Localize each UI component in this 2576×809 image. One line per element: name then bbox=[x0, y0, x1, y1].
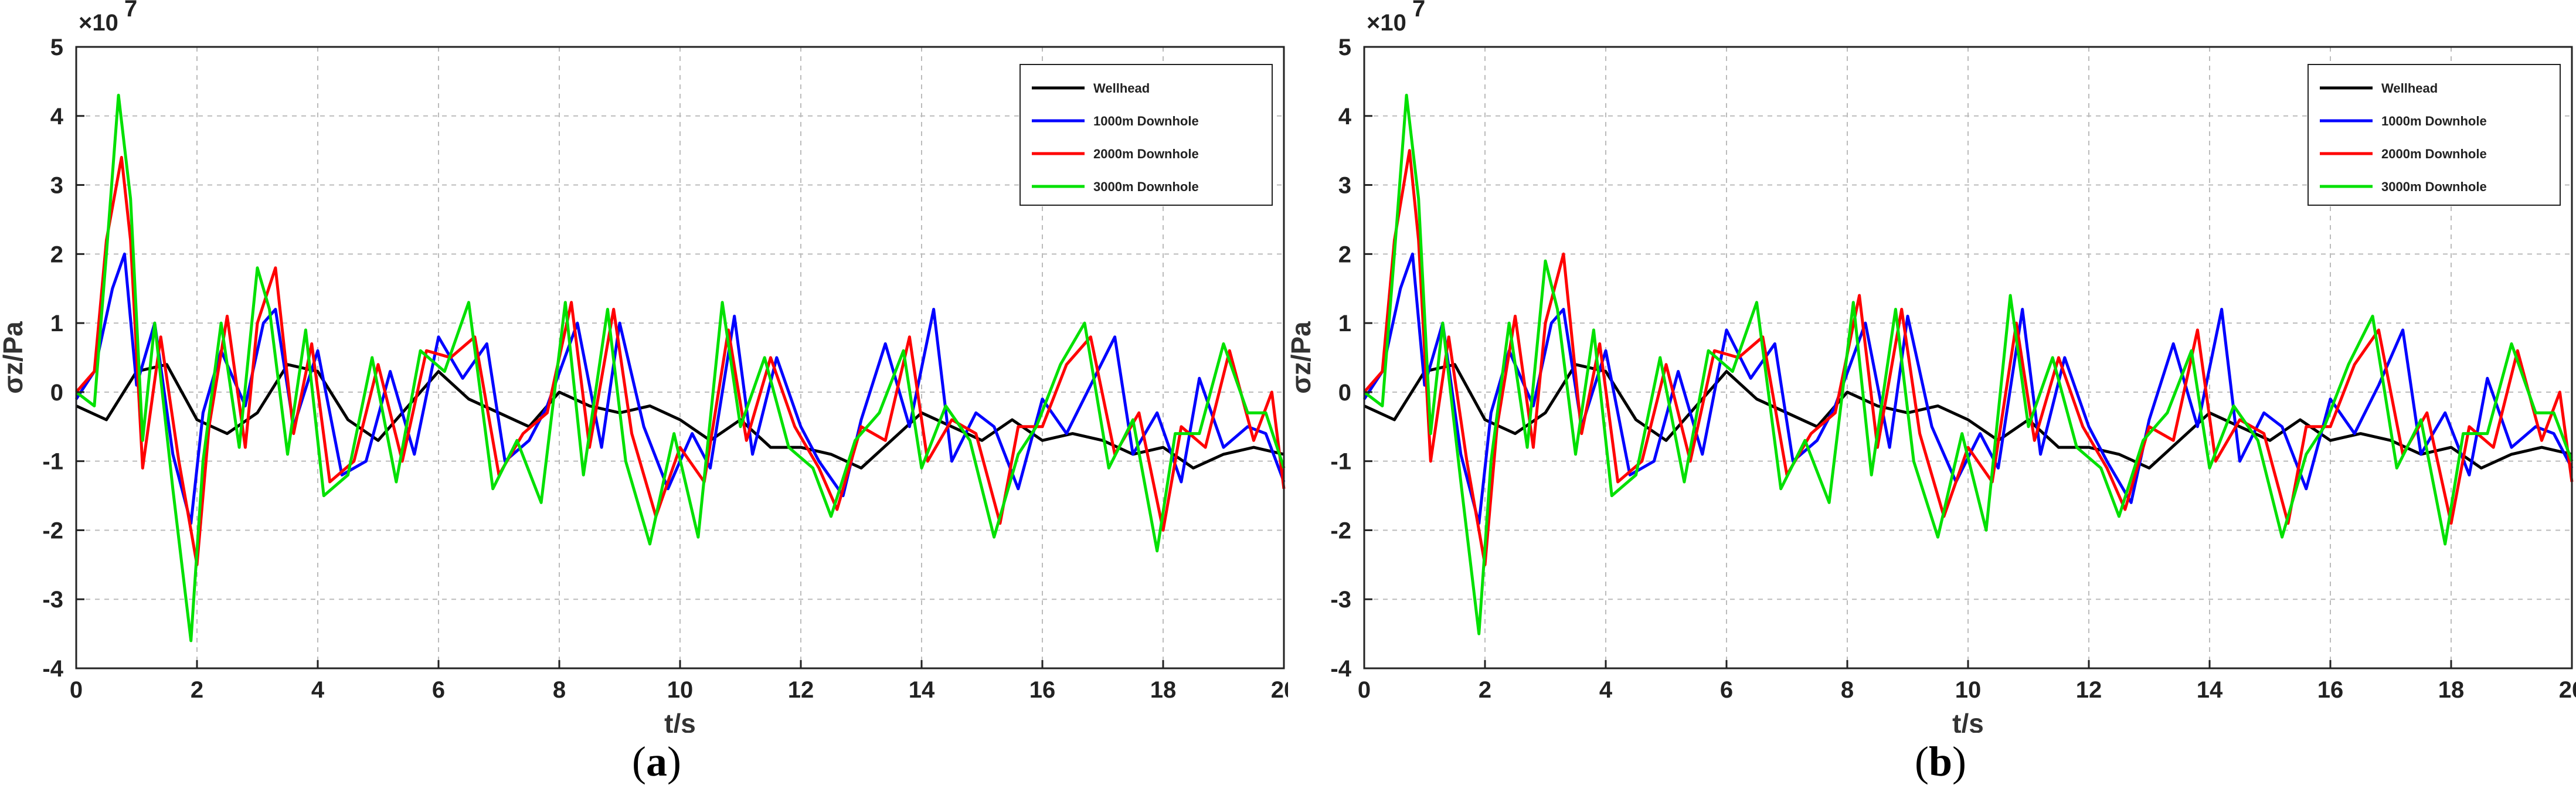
panel-label-a: a bbox=[646, 738, 667, 785]
chart-group: 02468101214161820-4-3-2-1012345×107t/sσz… bbox=[0, 0, 1288, 733]
chart-group: 02468101214161820-4-3-2-1012345×107t/sσz… bbox=[1288, 0, 2576, 733]
y-tick-label: -4 bbox=[1330, 656, 1351, 682]
legend: Wellhead 1000m Downhole 2000m Downhole 3000… bbox=[1019, 64, 1273, 206]
y-tick-label: 2 bbox=[1338, 242, 1351, 267]
y-axis-label: σz/Pa bbox=[0, 321, 28, 394]
legend-entry: 3000m Downhole bbox=[2381, 179, 2487, 194]
series-line-2000m-downhole bbox=[75, 155, 1286, 566]
y-tick-label: 3 bbox=[50, 173, 63, 199]
x-tick-label: 2 bbox=[191, 677, 203, 703]
y-tick-label: 3 bbox=[1338, 173, 1351, 199]
x-tick-label: 4 bbox=[311, 677, 325, 703]
y-tick-label: 2 bbox=[50, 242, 63, 267]
y-tick-label: -3 bbox=[42, 587, 63, 613]
y-exponent: 7 bbox=[1412, 0, 1425, 22]
y-tick-label: -2 bbox=[42, 518, 63, 543]
y-tick-label: 1 bbox=[50, 311, 63, 336]
x-tick-label: 10 bbox=[1955, 677, 1982, 703]
panel-caption-b: (b) bbox=[1914, 738, 1966, 785]
series-line-3000m-downhole bbox=[75, 93, 1286, 643]
y-multiplier: ×10 bbox=[79, 10, 118, 36]
x-tick-label: 16 bbox=[1029, 677, 1056, 703]
legend-entry: Wellhead bbox=[2381, 81, 2438, 96]
x-tick-label: 4 bbox=[1599, 677, 1613, 703]
x-tick-label: 0 bbox=[1358, 677, 1371, 703]
y-tick-label: 5 bbox=[50, 35, 63, 60]
x-tick-label: 20 bbox=[1271, 677, 1288, 703]
chart-svg-a: 02468101214161820-4-3-2-1012345×107t/sσz… bbox=[0, 0, 1288, 733]
y-tick-label: -4 bbox=[42, 656, 63, 682]
series-line-1000m-downhole bbox=[1362, 252, 2574, 525]
y-tick-label: -1 bbox=[42, 449, 63, 475]
x-tick-label: 18 bbox=[2438, 677, 2465, 703]
legend-entry: 1000m Downhole bbox=[1093, 114, 1199, 128]
y-tick-label: -2 bbox=[1330, 518, 1351, 543]
y-tick-label: 0 bbox=[1338, 380, 1351, 406]
y-multiplier: ×10 bbox=[1367, 10, 1406, 36]
x-tick-label: 18 bbox=[1150, 677, 1177, 703]
x-tick-label: 14 bbox=[2197, 677, 2223, 703]
x-tick-label: 16 bbox=[2317, 677, 2344, 703]
x-tick-label: 6 bbox=[1720, 677, 1733, 703]
y-tick-label: -1 bbox=[1330, 449, 1351, 475]
y-exponent: 7 bbox=[124, 0, 137, 22]
x-tick-label: 14 bbox=[909, 677, 935, 703]
series-line-2000m-downhole bbox=[1363, 149, 2574, 566]
y-tick-label: 5 bbox=[1338, 35, 1351, 60]
panel-label-b: b bbox=[1928, 738, 1953, 785]
legend-entry: 3000m Downhole bbox=[1093, 179, 1199, 194]
x-axis-label: t/s bbox=[1952, 708, 1984, 733]
y-tick-label: 4 bbox=[1338, 104, 1352, 130]
x-tick-label: 0 bbox=[70, 677, 83, 703]
x-axis-label: t/s bbox=[664, 708, 696, 733]
y-tick-label: 0 bbox=[50, 380, 63, 406]
x-tick-label: 2 bbox=[1479, 677, 1491, 703]
y-tick-label: -3 bbox=[1330, 587, 1351, 613]
series-line-3000m-downhole bbox=[1363, 93, 2574, 635]
chart-panel-a: 02468101214161820-4-3-2-1012345×107t/sσz… bbox=[0, 0, 1288, 733]
y-tick-label: 4 bbox=[50, 104, 64, 130]
x-tick-label: 12 bbox=[788, 677, 814, 703]
chart-svg-b: 02468101214161820-4-3-2-1012345×107t/sσz… bbox=[1288, 0, 2576, 733]
x-tick-label: 12 bbox=[2076, 677, 2102, 703]
legend-entry: Wellhead bbox=[1093, 81, 1150, 96]
legend: Wellhead 1000m Downhole 2000m Downhole 3000… bbox=[2307, 64, 2561, 206]
chart-panel-b: 02468101214161820-4-3-2-1012345×107t/sσz… bbox=[1288, 0, 2576, 809]
x-tick-label: 20 bbox=[2559, 677, 2576, 703]
legend-entry: 1000m Downhole bbox=[2381, 114, 2487, 128]
legend-entry: 2000m Downhole bbox=[1093, 147, 1199, 161]
x-tick-label: 8 bbox=[553, 677, 566, 703]
x-tick-label: 6 bbox=[432, 677, 445, 703]
legend-entry: 2000m Downhole bbox=[2381, 147, 2487, 161]
x-tick-label: 10 bbox=[667, 677, 694, 703]
x-tick-label: 8 bbox=[1841, 677, 1854, 703]
panel-caption-a: (a) bbox=[632, 738, 681, 785]
series-line-1000m-downhole bbox=[74, 252, 1286, 525]
y-axis-label: σz/Pa bbox=[1288, 321, 1316, 394]
y-tick-label: 1 bbox=[1338, 311, 1351, 336]
